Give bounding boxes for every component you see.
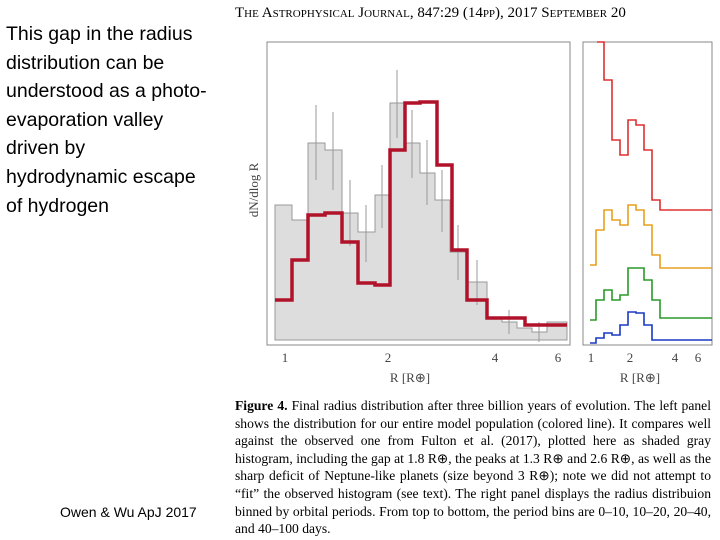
x-tick-label: 1 [282,350,289,365]
journal-header: The Astrophysical Journal, 847:29 (14pp)… [235,5,626,21]
caption-label: Figure 4. [235,398,288,413]
error-bars [315,70,540,342]
citation: Owen & Wu ApJ 2017 [60,504,197,520]
figure: dN/dlog R 1 2 4 6 R [R⊕] 1 2 4 6 R [R⊕] [246,41,713,385]
left-x-label: R [R⊕] [390,370,430,385]
x-tick-label: 6 [555,350,562,365]
x-tick-label: 4 [492,350,499,365]
x-tick-label: 4 [672,350,679,365]
x-tick-label: 2 [385,350,392,365]
observed-histogram [274,102,568,341]
model-histogram [275,100,567,327]
slide-text: This gap in the radius distribution can … [6,23,207,217]
left-frame [266,41,571,346]
caption: Figure 4. Final radius distribution afte… [235,397,711,538]
x-tick-label: 6 [695,350,702,365]
y-axis-label: dN/dlog R [246,162,261,217]
period-histograms [590,41,712,344]
left-x-ticks: 1 2 4 6 [282,350,562,365]
caption-text: Final radius distribution after three bi… [235,398,711,537]
x-tick-label: 1 [588,350,595,365]
right-x-ticks: 1 2 4 6 [588,350,702,365]
x-tick-label: 2 [627,350,634,365]
right-frame [582,41,713,346]
right-x-label: R [R⊕] [620,370,660,385]
